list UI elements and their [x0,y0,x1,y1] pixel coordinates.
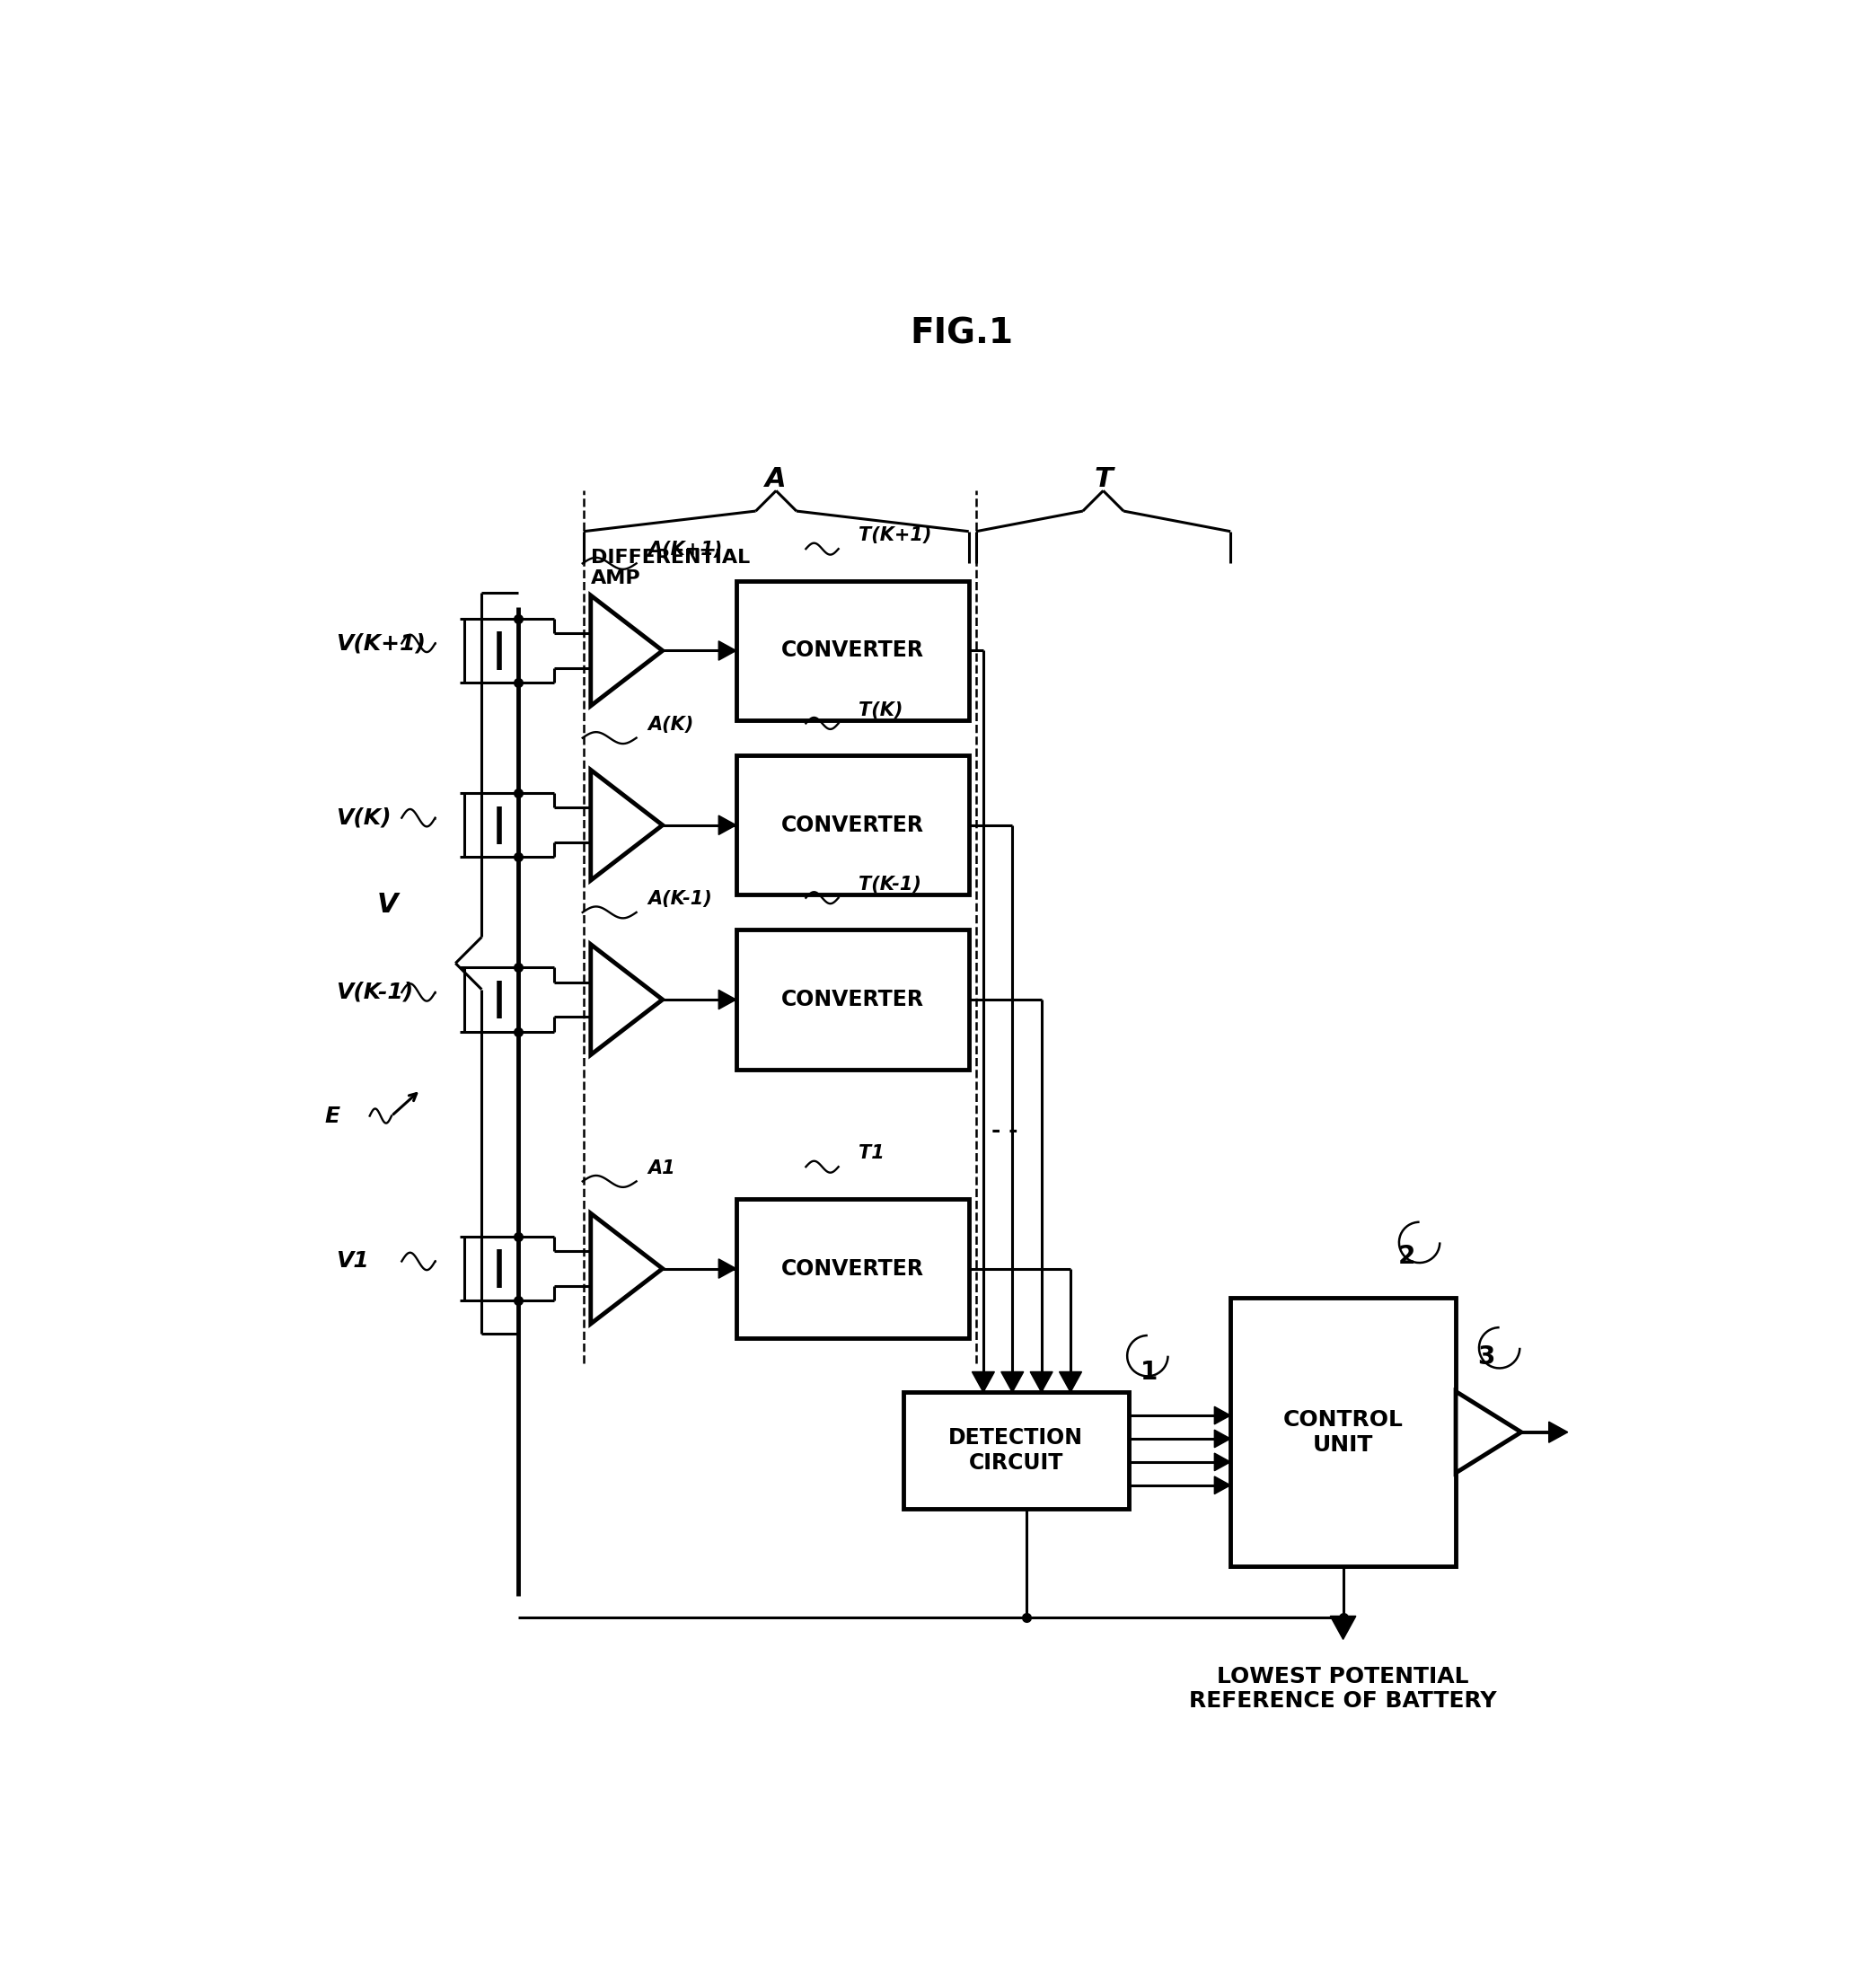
Text: A1: A1 [647,1159,675,1177]
Text: 3: 3 [1478,1344,1495,1370]
Polygon shape [719,990,735,1010]
Text: A: A [765,466,786,491]
Text: A(K): A(K) [647,715,694,733]
Polygon shape [1330,1615,1356,1639]
Polygon shape [1002,1372,1024,1391]
Polygon shape [1456,1391,1521,1474]
Bar [735,755,968,894]
Polygon shape [591,945,662,1055]
Text: DIFFERENTIAL
AMP: DIFFERENTIAL AMP [591,548,750,588]
Text: A(K+1): A(K+1) [647,540,722,558]
Polygon shape [1214,1407,1231,1425]
Polygon shape [719,1260,735,1277]
Bar [1231,1297,1456,1566]
Text: DETECTION
CIRCUIT: DETECTION CIRCUIT [949,1427,1082,1474]
Polygon shape [591,595,662,705]
Text: FIG.1: FIG.1 [910,316,1013,350]
Text: CONTROL
UNIT: CONTROL UNIT [1283,1409,1403,1456]
Polygon shape [591,1212,662,1324]
Text: CONVERTER: CONVERTER [780,988,923,1010]
Bar [735,582,968,721]
Text: V(K): V(K) [336,808,392,829]
Text: T(K+1): T(K+1) [857,527,930,544]
Text: T: T [1094,466,1112,491]
Text: CONVERTER: CONVERTER [780,641,923,662]
Text: 1: 1 [1141,1360,1157,1385]
Text: CONVERTER: CONVERTER [780,1258,923,1279]
Text: V1: V1 [336,1250,370,1271]
Polygon shape [719,815,735,835]
Polygon shape [1214,1431,1231,1448]
Text: T(K-1): T(K-1) [857,876,921,894]
Bar [904,1391,1129,1509]
Bar [735,929,968,1069]
Text: T1: T1 [857,1144,884,1163]
Polygon shape [591,770,662,880]
Polygon shape [1030,1372,1052,1391]
Text: - -: - - [992,1120,1019,1142]
Text: CONVERTER: CONVERTER [780,814,923,835]
Text: LOWEST POTENTIAL
REFERENCE OF BATTERY: LOWEST POTENTIAL REFERENCE OF BATTERY [1189,1666,1497,1712]
Bar [735,1199,968,1338]
Text: T(K): T(K) [857,702,902,719]
Text: V(K+1): V(K+1) [336,633,426,654]
Polygon shape [1214,1476,1231,1493]
Polygon shape [719,641,735,660]
Text: V(K-1): V(K-1) [336,982,413,1002]
Polygon shape [1550,1423,1568,1442]
Text: V: V [377,892,398,918]
Text: A(K-1): A(K-1) [647,890,713,908]
Polygon shape [1214,1454,1231,1470]
Polygon shape [1060,1372,1082,1391]
Text: E: E [325,1104,340,1126]
Polygon shape [972,1372,994,1391]
Text: 2: 2 [1398,1244,1415,1269]
